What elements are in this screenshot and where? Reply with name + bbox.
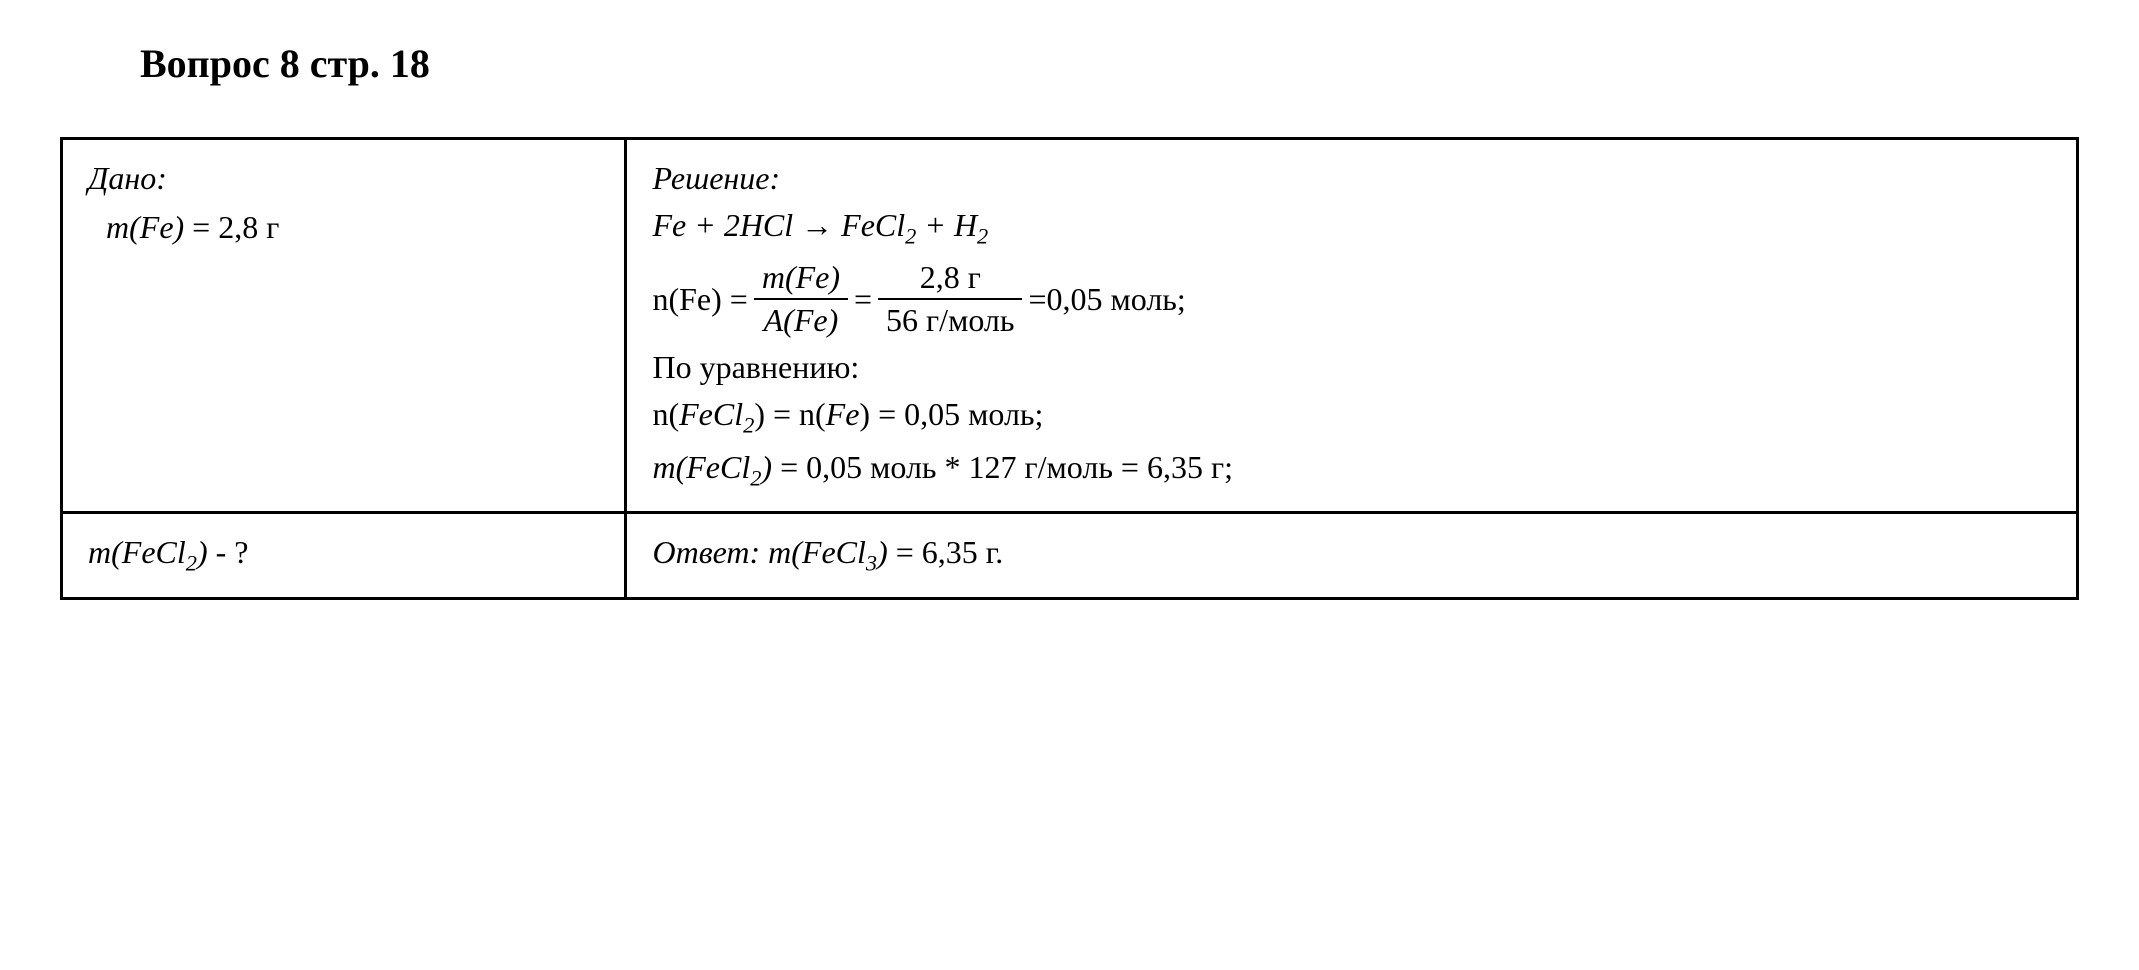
reaction-equation: Fe + 2HCl → FeCl2 + H2 xyxy=(652,207,2051,249)
answer-var: m(FeCl xyxy=(768,534,866,570)
m-fecl2-sub: 2 xyxy=(750,465,761,490)
by-equation-label: По уравнению: xyxy=(652,349,2051,386)
mass-fe-var: m(Fe) xyxy=(106,209,184,245)
frac1-numerator: m(Fe) xyxy=(754,259,848,300)
answer-space xyxy=(760,534,768,570)
equals-1: = xyxy=(854,281,872,318)
m-fecl2-molar: 127 г/моль xyxy=(969,449,1113,485)
plus-2: + xyxy=(916,207,954,243)
fecl-subscript: 2 xyxy=(905,223,916,248)
answer-equals: = xyxy=(888,534,922,570)
reactant-fe: Fe xyxy=(652,207,686,243)
unknown-question: - ? xyxy=(208,534,249,570)
calc-n-fe: n(Fe) = m(Fe) A(Fe) = 2,8 г 56 г/моль = … xyxy=(652,259,2051,339)
product-fecl: FeCl xyxy=(841,207,905,243)
unknown-cell: m(FeCl2) - ? xyxy=(62,513,626,598)
plus-1: + xyxy=(686,207,724,243)
fraction-2: 2,8 г 56 г/моль xyxy=(878,259,1022,339)
n-fecl2-line: n(FeCl2) = n(Fe) = 0,05 моль; xyxy=(652,396,2051,438)
m-fecl2-var: m(FeCl xyxy=(652,449,750,485)
hcl-coefficient: 2 xyxy=(724,207,740,243)
n-fecl2-fecl: FeCl xyxy=(679,396,743,432)
m-fecl2-line: m(FeCl2) = 0,05 моль * 127 г/моль = 6,35… xyxy=(652,449,2051,491)
reactant-hcl: HCl xyxy=(740,207,793,243)
answer-value: 6,35 г. xyxy=(922,534,1004,570)
equals-sign: = xyxy=(184,209,218,245)
m-fecl2-close: ) xyxy=(761,449,772,485)
m-fecl2-equals2: = xyxy=(1113,449,1147,485)
mass-fe-value: 2,8 г xyxy=(218,209,279,245)
n-fecl2-prefix: n( xyxy=(652,396,679,432)
m-fecl2-equals: = xyxy=(772,449,806,485)
answer-label: Ответ: xyxy=(652,534,760,570)
arrow: → xyxy=(793,207,841,243)
equals-2: = xyxy=(1028,281,1046,318)
n-fecl2-fe: Fe xyxy=(826,396,860,432)
question-header: Вопрос 8 стр. 18 xyxy=(140,40,2079,87)
solution-label: Решение: xyxy=(652,160,2051,197)
solution-table: Дано: m(Fe) = 2,8 г Решение: Fe + 2HCl →… xyxy=(60,137,2079,600)
given-cell: Дано: m(Fe) = 2,8 г xyxy=(62,139,626,513)
answer-cell: Ответ: m(FeCl3) = 6,35 г. xyxy=(626,513,2078,598)
frac1-denominator: A(Fe) xyxy=(754,300,848,339)
h-subscript: 2 xyxy=(977,223,988,248)
n-fe-result: 0,05 моль; xyxy=(1047,281,1186,318)
n-fecl2-value: 0,05 моль; xyxy=(904,396,1043,432)
answer-close: ) xyxy=(877,534,888,570)
unknown-sub: 2 xyxy=(186,551,197,576)
solution-cell: Решение: Fe + 2HCl → FeCl2 + H2 n(Fe) = … xyxy=(626,139,2078,513)
table-row-main: Дано: m(Fe) = 2,8 г Решение: Fe + 2HCl →… xyxy=(62,139,2078,513)
unknown-close: ) xyxy=(197,534,208,570)
n-fe-prefix: n(Fe) = xyxy=(652,281,747,318)
n-fecl2-close: ) = n( xyxy=(754,396,825,432)
n-fecl2-close2: ) = xyxy=(859,396,904,432)
product-h: H xyxy=(954,207,977,243)
answer-sub: 3 xyxy=(866,551,877,576)
frac2-numerator: 2,8 г xyxy=(878,259,1022,300)
table-row-answer: m(FeCl2) - ? Ответ: m(FeCl3) = 6,35 г. xyxy=(62,513,2078,598)
m-fecl2-mult: * xyxy=(937,449,969,485)
m-fecl2-moles: 0,05 моль xyxy=(806,449,936,485)
given-label: Дано: xyxy=(88,160,599,197)
fraction-1: m(Fe) A(Fe) xyxy=(754,259,848,339)
n-fecl2-sub: 2 xyxy=(743,413,754,438)
given-mass-fe: m(Fe) = 2,8 г xyxy=(106,209,599,246)
frac2-denominator: 56 г/моль xyxy=(878,300,1022,339)
unknown-var: m(FeCl xyxy=(88,534,186,570)
m-fecl2-result: 6,35 г; xyxy=(1147,449,1233,485)
